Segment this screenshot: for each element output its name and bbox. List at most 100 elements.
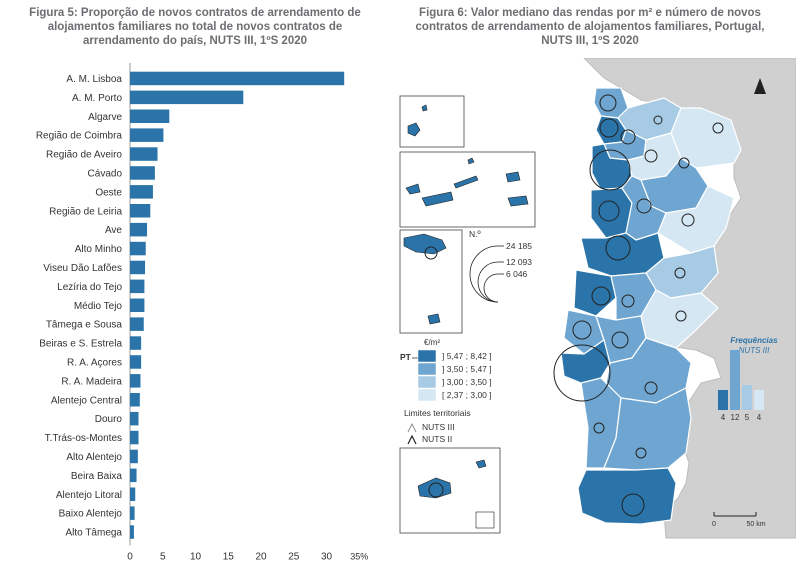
fig6-title-line: NUTS III, 1ºS 2020 <box>541 35 639 47</box>
frequency-label: 12 <box>731 413 740 422</box>
island-santa-maria <box>427 313 441 325</box>
category-label: Douro <box>95 414 123 425</box>
inset-desertas-box <box>475 511 495 529</box>
limits-title: Limites territoriais <box>404 408 471 418</box>
class-label: ] 3,50 ; 5,47 ] <box>442 364 492 374</box>
category-label: T.Trás-os-Montes <box>45 433 122 444</box>
region-regiao-leiria <box>573 269 617 317</box>
bar <box>130 241 146 256</box>
x-tick-label: 25 <box>288 552 300 561</box>
circle-baixo-alentejo <box>635 447 647 459</box>
region-regiao-coimbra <box>580 232 665 277</box>
scale-label-zero: 0 <box>712 521 716 528</box>
circle-medio-tejo <box>621 294 635 308</box>
bar <box>130 336 142 350</box>
bar <box>130 506 135 520</box>
bar <box>130 468 137 483</box>
circle-am-porto <box>589 149 631 191</box>
bar <box>130 317 144 331</box>
class-swatch <box>417 375 437 389</box>
category-label: Baixo Alentejo <box>59 509 123 520</box>
category-label: Lezíria do Tejo <box>57 282 122 293</box>
island-sao-jorge <box>453 175 479 189</box>
class-label: ] 3,00 ; 3,50 ] <box>442 377 492 387</box>
scale-label-distance: 50 km <box>746 521 765 528</box>
circle-alto-alentejo <box>675 310 687 322</box>
x-tick-label: 35% <box>350 552 368 561</box>
class-label: ] 5,47 ; 8,42 ] <box>442 351 492 361</box>
x-tick-label: 30 <box>321 552 333 561</box>
category-label: A. M. Lisboa <box>66 74 122 85</box>
category-label: A. M. Porto <box>72 93 122 104</box>
category-label: Cávado <box>88 168 123 179</box>
circle-legend-medium <box>477 261 499 303</box>
island-porto-santo <box>475 459 487 469</box>
inset-box-flores <box>399 95 465 148</box>
limits-nuts3: NUTS III <box>422 422 455 432</box>
freq-subtitle: NUTS III <box>739 346 770 355</box>
bar <box>130 525 134 539</box>
choropleth-map: N.º 24 185 12 093 6 046 €/m² PT ] 5,47 ;… <box>399 58 796 539</box>
circle-legend-large <box>469 245 499 303</box>
frequency-bar <box>754 390 764 410</box>
x-tick-label: 5 <box>160 552 166 561</box>
circle-viseu-dao-lafoes <box>636 198 652 214</box>
unit-label: €/m² <box>424 338 440 347</box>
island-sao-miguel-small <box>507 195 529 207</box>
circle-oeste <box>572 320 592 340</box>
category-label: Viseu Dão Lafões <box>43 263 122 274</box>
x-tick-label: 0 <box>127 552 133 561</box>
freq-title: Frequências <box>730 336 778 345</box>
region-regiao-aveiro <box>590 187 633 239</box>
category-label: Alentejo Litoral <box>56 490 122 501</box>
region-beiras-serra-estrela <box>657 185 735 254</box>
circle-legend-small <box>483 273 499 303</box>
bar <box>130 185 153 199</box>
class-swatch <box>417 388 437 402</box>
circle-regiao-aveiro <box>598 200 620 222</box>
circle-regiao-leiria <box>591 286 611 306</box>
nuts2-line-icon <box>407 434 417 445</box>
circle-ave <box>620 129 636 145</box>
category-label: Médio Tejo <box>74 301 123 312</box>
bar <box>130 109 170 123</box>
bar <box>130 374 141 388</box>
bar <box>130 449 138 464</box>
category-label: Alto Alentejo <box>66 452 122 463</box>
island-terceira <box>505 171 521 183</box>
bar <box>130 147 158 161</box>
category-label: Alto Tâmega <box>65 528 122 539</box>
circle-algarve <box>621 493 645 517</box>
category-label: Região de Leiria <box>49 206 122 217</box>
pt-label: PT <box>400 352 412 362</box>
category-label: Algarve <box>88 112 122 123</box>
circle-alto-tamega <box>653 115 663 125</box>
circle-legend-title: N.º <box>469 229 481 239</box>
fig6-title-line: contratos de arrendamento de alojamentos… <box>415 21 765 33</box>
category-label: Beiras e S. Estrela <box>39 339 122 350</box>
category-label: Ave <box>105 225 122 236</box>
frequency-bar <box>742 385 752 410</box>
circle-cavado <box>599 118 619 138</box>
region-am-lisboa <box>560 339 611 384</box>
category-label: R. A. Açores <box>67 357 122 368</box>
fig5-title-line: arrendamento do país, NUTS III, 1ºS 2020 <box>82 35 308 47</box>
circle-madeira <box>428 482 444 498</box>
bar <box>130 71 345 86</box>
fig5-title-line: alojamentos familiares no total de novos… <box>47 21 343 33</box>
circle-beiras-serra-estrela <box>681 213 695 227</box>
frequency-label: 4 <box>757 413 762 422</box>
circle-regiao-coimbra <box>605 235 631 261</box>
island-graciosa <box>467 157 475 165</box>
fig5-title-line: Figura 5: Proporção de novos contratos d… <box>29 7 361 19</box>
category-label: Região de Aveiro <box>46 150 122 161</box>
circle-alentejo-central <box>644 381 658 395</box>
bar <box>130 487 136 501</box>
limits-nuts2: NUTS II <box>422 434 452 444</box>
bar <box>130 355 142 369</box>
bar <box>130 260 146 275</box>
frequency-label: 4 <box>721 413 726 422</box>
x-tick-label: 10 <box>190 552 202 561</box>
x-tick-label: 20 <box>255 552 267 561</box>
frequency-bar <box>730 350 740 410</box>
